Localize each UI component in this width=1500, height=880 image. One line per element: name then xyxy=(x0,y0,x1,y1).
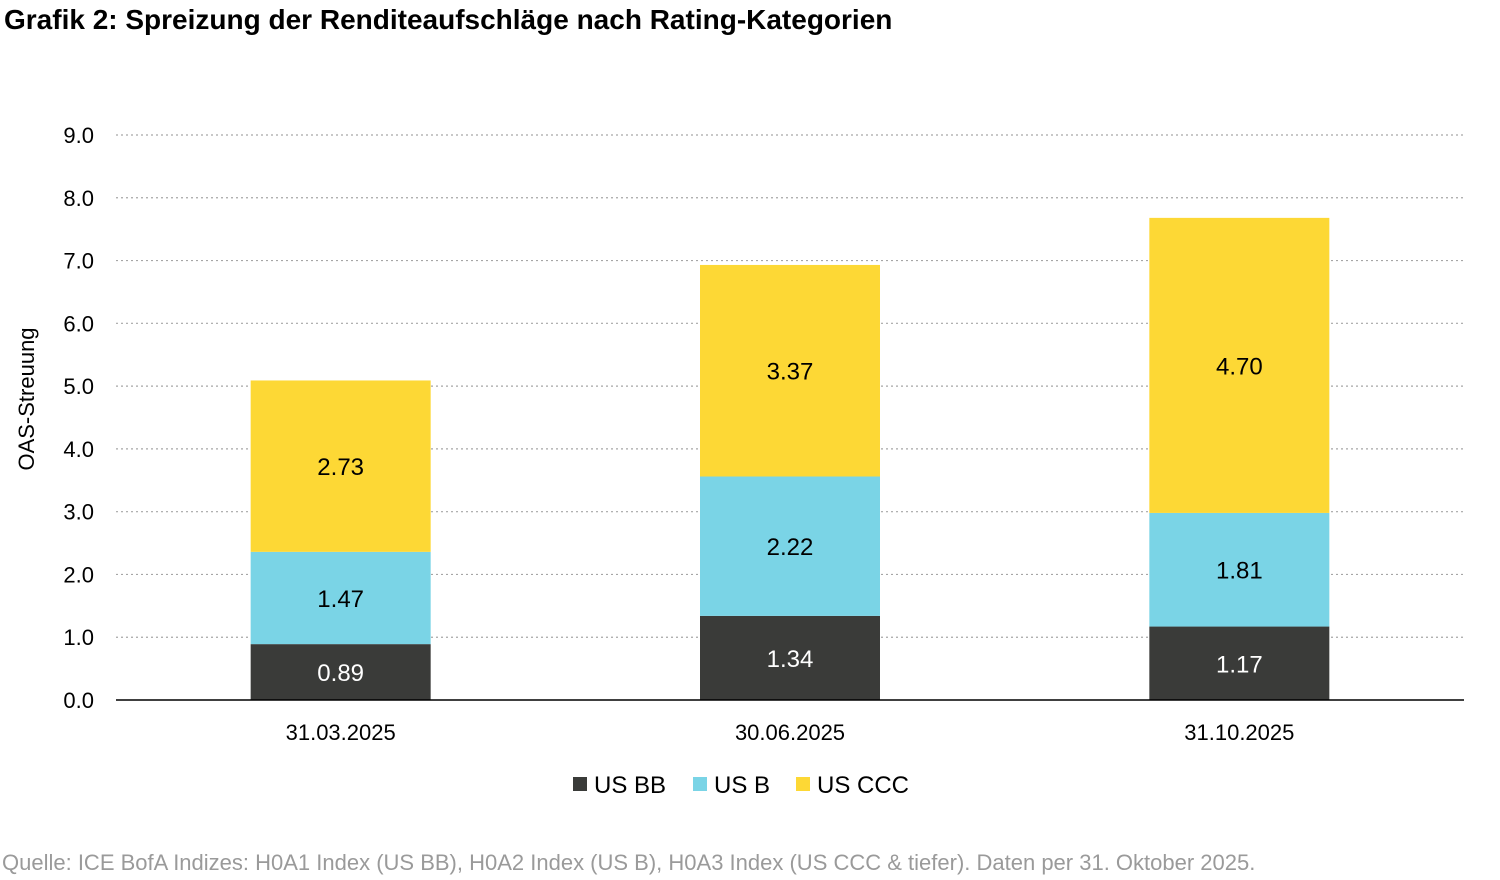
x-axis-ticks: 31.03.2025 30.06.2025 31.10.2025 xyxy=(286,720,1295,745)
y-tick-label: 5.0 xyxy=(63,374,94,399)
bar-us-bb xyxy=(1149,626,1330,700)
bars: 0.89 1.47 2.73 1.34 2.22 3.37 1.17 1.81 4.70 xyxy=(250,217,1330,700)
bar-us-b xyxy=(250,551,431,645)
bar-us-ccc xyxy=(700,264,880,477)
legend-label-us-bb: US BB xyxy=(594,772,666,799)
y-tick-label: 8.0 xyxy=(63,186,94,211)
x-tick-label: 30.06.2025 xyxy=(735,720,845,745)
y-tick-label: 9.0 xyxy=(63,123,94,148)
legend-label-us-ccc: US CCC xyxy=(817,772,909,799)
legend-swatch-us-b xyxy=(693,777,707,791)
y-tick-label: 6.0 xyxy=(63,311,94,336)
y-tick-label: 3.0 xyxy=(63,500,94,525)
source-note: Quelle: ICE BofA Indizes: H0A1 Index (US… xyxy=(2,850,1256,875)
data-label-us-b: 1.47 xyxy=(317,586,364,613)
bar-us-bb xyxy=(250,644,431,700)
y-tick-label: 1.0 xyxy=(63,625,94,650)
data-label-us-ccc: 3.37 xyxy=(767,359,814,386)
x-tick-label: 31.03.2025 xyxy=(286,720,396,745)
y-axis-label: OAS-Streuung xyxy=(14,327,39,470)
bar-us-b xyxy=(1149,512,1330,627)
data-label-us-bb: 1.34 xyxy=(767,646,814,673)
data-label-us-bb: 0.89 xyxy=(317,660,364,687)
bar-us-ccc xyxy=(250,380,431,552)
bar-us-bb xyxy=(700,615,880,700)
stacked-bar-chart: 0.89 1.47 2.73 1.34 2.22 3.37 1.17 1.81 4.70 0.0… xyxy=(14,123,1464,799)
bar-us-b xyxy=(700,476,880,616)
y-tick-label: 4.0 xyxy=(63,437,94,462)
y-axis-ticks: 0.0 1.0 2.0 3.0 4.0 5.0 6.0 7.0 8.0 9.0 xyxy=(63,123,94,713)
data-label-us-bb: 1.17 xyxy=(1216,651,1263,678)
y-tick-label: 2.0 xyxy=(63,562,94,587)
chart-title: Grafik 2: Spreizung der Renditeaufschläg… xyxy=(4,4,893,35)
data-label-us-ccc: 2.73 xyxy=(317,454,364,481)
bar-us-ccc xyxy=(1149,217,1330,513)
legend-label-us-b: US B xyxy=(714,772,770,799)
data-label-us-ccc: 4.70 xyxy=(1216,353,1263,380)
legend-swatch-us-bb xyxy=(573,777,587,791)
y-tick-label: 0.0 xyxy=(63,688,94,713)
legend: US BB US B US CCC xyxy=(573,772,909,799)
x-tick-label: 31.10.2025 xyxy=(1184,720,1294,745)
legend-swatch-us-ccc xyxy=(796,777,810,791)
data-label-us-b: 2.22 xyxy=(767,534,814,561)
data-label-us-b: 1.81 xyxy=(1216,558,1263,585)
y-tick-label: 7.0 xyxy=(63,249,94,274)
